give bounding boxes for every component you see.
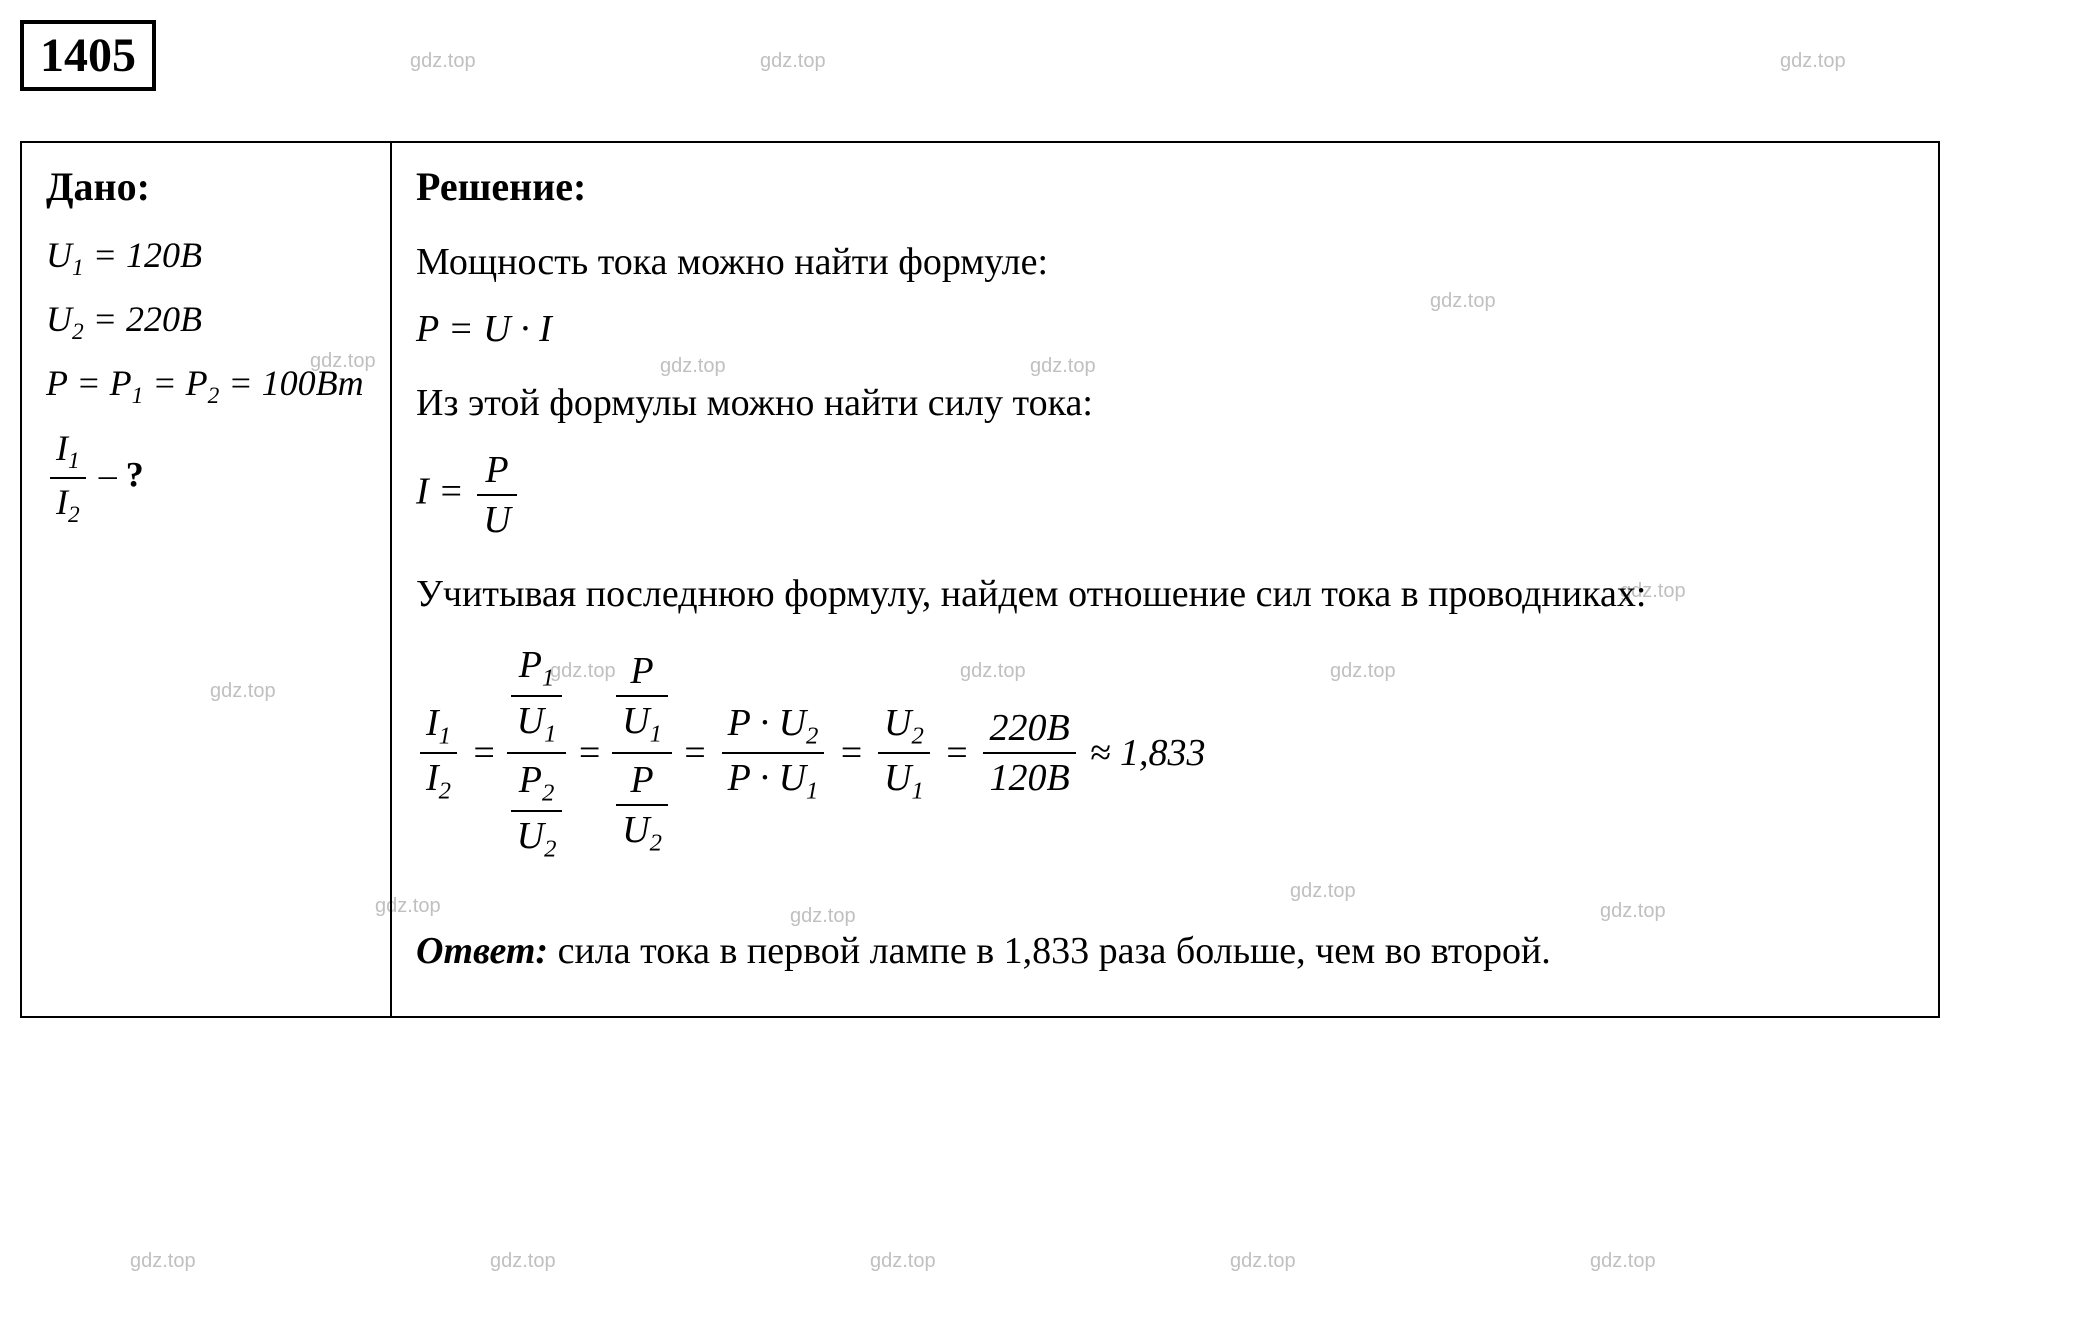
s3-dds: 2 bbox=[650, 830, 662, 857]
eq-sign-5: = bbox=[944, 731, 970, 775]
ratio-den-var: I bbox=[56, 482, 68, 522]
f2-den: U bbox=[477, 496, 516, 542]
s5-dens: 1 bbox=[911, 778, 923, 805]
var-u1: U bbox=[46, 235, 72, 275]
answer-text: сила тока в первой лампе в 1,833 раза бо… bbox=[548, 930, 1551, 972]
lhs-num-var: I bbox=[426, 702, 439, 744]
ratio-dash: – bbox=[90, 454, 126, 494]
s2-nn: P bbox=[519, 644, 542, 686]
chain-approx: ≈ 1,833 bbox=[1090, 731, 1206, 775]
eq-sign-1: = bbox=[471, 731, 497, 775]
f2-num: P bbox=[477, 448, 516, 496]
lhs-den-sub: 2 bbox=[439, 778, 451, 805]
s4-den: P · U bbox=[728, 757, 806, 799]
s6-num: 220B bbox=[983, 706, 1075, 754]
sub-u2: 2 bbox=[72, 319, 84, 345]
p-eq: = 100 bbox=[219, 363, 315, 403]
s3-nd: U bbox=[622, 700, 649, 742]
f2-frac: P U bbox=[477, 448, 516, 542]
ratio-num-sub: 1 bbox=[68, 448, 80, 474]
s3-dd: U bbox=[622, 809, 649, 851]
chain-step5: U2 U1 bbox=[878, 701, 930, 806]
given-p: P = P1 = P2 = 100Bm bbox=[46, 362, 366, 410]
watermark: gdz.top bbox=[490, 1250, 556, 1273]
lhs-den-var: I bbox=[426, 757, 439, 799]
p-text: P = P bbox=[46, 363, 132, 403]
chain-step3: P U1 P U2 bbox=[612, 649, 672, 858]
given-header: Дано: bbox=[46, 163, 366, 210]
p-sub1: 1 bbox=[132, 384, 144, 410]
s4-num: P · U bbox=[728, 702, 806, 744]
solution-text-1: Мощность тока можно найти формуле: bbox=[416, 234, 1914, 291]
f2-var: I bbox=[416, 471, 429, 513]
eq-u2: = 220 bbox=[84, 299, 180, 339]
answer-label: Ответ: bbox=[416, 930, 548, 972]
question-mark: ? bbox=[126, 454, 144, 494]
problem-number: 1405 bbox=[20, 20, 156, 91]
eq-sign-3: = bbox=[682, 731, 708, 775]
chain-lhs: I1 I2 bbox=[420, 701, 457, 806]
solution-header: Решение: bbox=[416, 163, 1914, 210]
s3-dn: P bbox=[616, 758, 668, 806]
ratio-num-var: I bbox=[56, 428, 68, 468]
s4-nums: 2 bbox=[806, 722, 818, 749]
ratio-den-sub: 2 bbox=[68, 502, 80, 528]
solution-table: Дано: U1 = 120B U2 = 220B P = P1 = P2 = … bbox=[20, 141, 1940, 1018]
answer-line: Ответ: сила тока в первой лампе в 1,833 … bbox=[416, 923, 1914, 980]
watermark: gdz.top bbox=[130, 1250, 196, 1273]
solution-text-2: Из этой формулы можно найти силу тока: bbox=[416, 375, 1914, 432]
eq-sign-4: = bbox=[838, 731, 864, 775]
equation-chain: I1 I2 = P1 U1 P2 U2 bbox=[416, 643, 1914, 863]
s4-dens: 1 bbox=[806, 778, 818, 805]
solution-text-3: Учитывая последнюю формулу, найдем отнош… bbox=[416, 566, 1914, 623]
watermark: gdz.top bbox=[760, 50, 826, 73]
watermark: gdz.top bbox=[1780, 50, 1846, 73]
eq-sign-2: = bbox=[576, 731, 602, 775]
formula-1: P = U · I bbox=[416, 307, 1914, 351]
s2-nns: 1 bbox=[542, 665, 554, 692]
p-sub2: 2 bbox=[208, 384, 220, 410]
watermark: gdz.top bbox=[1590, 1250, 1656, 1273]
s2-nds: 1 bbox=[544, 720, 556, 747]
var-u2: U bbox=[46, 299, 72, 339]
s5-den: U bbox=[884, 757, 911, 799]
unit-u1: B bbox=[180, 235, 202, 275]
watermark: gdz.top bbox=[1230, 1250, 1296, 1273]
s5-num: U bbox=[884, 702, 911, 744]
p-mid: = P bbox=[143, 363, 207, 403]
given-ratio: I1 I2 – ? bbox=[46, 427, 366, 529]
unit-u2: B bbox=[180, 299, 202, 339]
s3-nds: 1 bbox=[650, 720, 662, 747]
eq-u1: = 120 bbox=[84, 235, 180, 275]
sub-u1: 1 bbox=[72, 255, 84, 281]
f2-eq: = bbox=[429, 471, 474, 513]
watermark: gdz.top bbox=[410, 50, 476, 73]
chain-step6: 220B 120B bbox=[983, 706, 1075, 800]
lhs-num-sub: 1 bbox=[439, 722, 451, 749]
s2-dn: P bbox=[519, 759, 542, 801]
s2-dds: 2 bbox=[544, 835, 556, 862]
ratio-fraction: I1 I2 bbox=[50, 427, 86, 529]
s2-nd: U bbox=[517, 700, 544, 742]
s5-nums: 2 bbox=[911, 722, 923, 749]
given-u1: U1 = 120B bbox=[46, 234, 366, 282]
given-column: Дано: U1 = 120B U2 = 220B P = P1 = P2 = … bbox=[21, 142, 391, 1017]
s3-nn: P bbox=[616, 649, 668, 697]
watermark: gdz.top bbox=[870, 1250, 936, 1273]
given-u2: U2 = 220B bbox=[46, 298, 366, 346]
s2-dns: 2 bbox=[542, 780, 554, 807]
s2-dd: U bbox=[517, 815, 544, 857]
solution-column: Решение: Мощность тока можно найти форму… bbox=[391, 142, 1939, 1017]
chain-step4: P · U2 P · U1 bbox=[722, 701, 825, 806]
p-unit: Bm bbox=[316, 363, 364, 403]
s6-den: 120B bbox=[983, 754, 1075, 800]
formula-2: I = P U bbox=[416, 448, 1914, 542]
chain-step2: P1 U1 P2 U2 bbox=[507, 643, 567, 863]
